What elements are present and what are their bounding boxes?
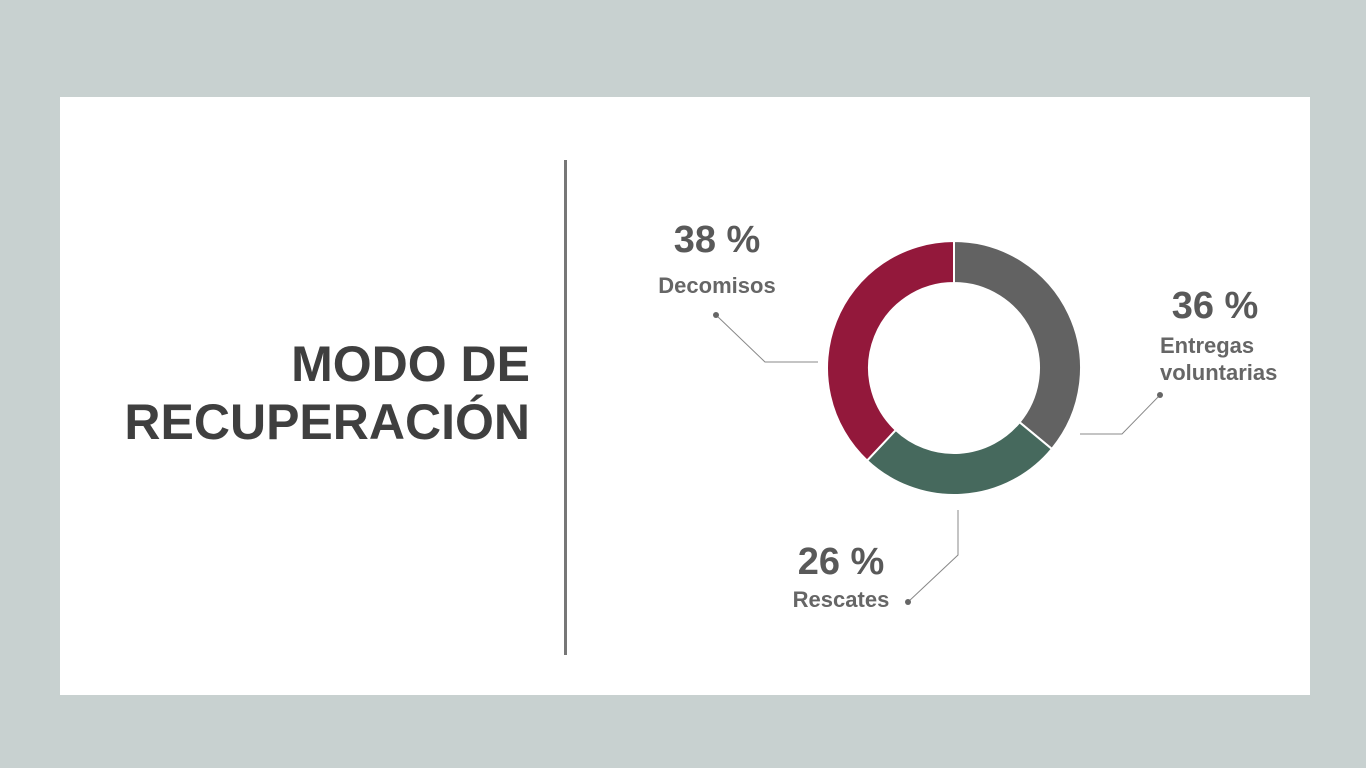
leader-dot [905,599,911,605]
pie-slice [826,239,955,462]
value-label: 26 % [797,541,885,583]
leader-line [715,314,818,363]
leader-dots [713,312,1163,605]
leader-line [907,510,959,603]
pie-slice [865,420,1054,496]
card [60,97,1310,695]
pie-slice [953,239,1082,451]
value-label: 38 % [673,219,761,261]
leader-dot [1157,392,1163,398]
leader-lines [715,314,1161,603]
leader-line [1080,394,1161,435]
category-label: Entregas voluntarias [1160,333,1278,385]
category-label: Decomisos [658,273,776,298]
leader-dot [713,312,719,318]
divider [564,160,567,655]
chart-title: MODO DE RECUPERACIÓN [124,336,530,450]
value-label: 36 % [1171,285,1259,327]
category-label: Rescates [792,587,890,612]
